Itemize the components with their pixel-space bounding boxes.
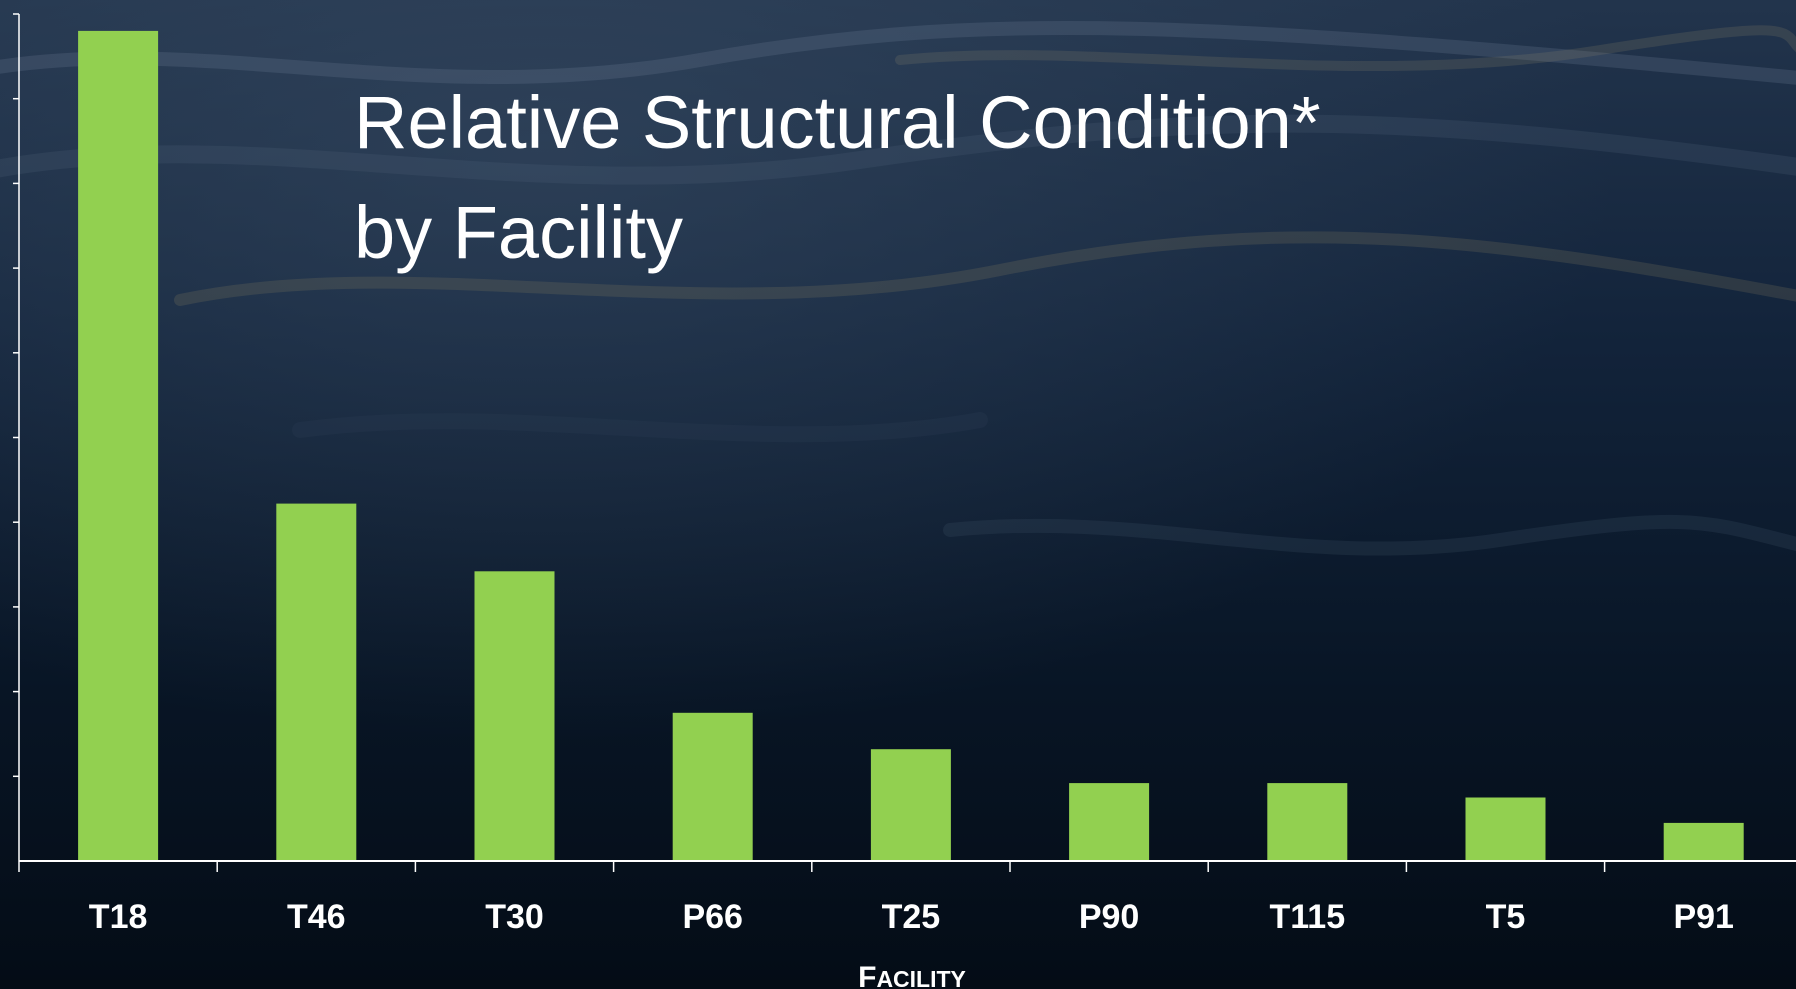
bar-t25 [870,749,951,861]
bars-group [78,30,1744,861]
bar-t5 [1465,797,1546,861]
x-tick-label-p90: P90 [1079,898,1140,936]
chart-title-line2: by Facility [354,191,683,274]
x-tick-label-t18: T18 [89,898,148,936]
bar-t46 [276,503,357,861]
bar-p66 [672,712,753,861]
bar-p90 [1069,783,1150,861]
x-axis-title: FACILITY [858,961,966,989]
bar-p91 [1663,822,1744,861]
x-tick-label-t46: T46 [287,898,346,936]
x-tick-label-p91: P91 [1673,898,1734,936]
chart-title-line1: Relative Structural Condition* [354,81,1321,164]
x-tick-label-t115: T115 [1269,898,1345,936]
tick-labels-group: T18 T46 T30 P66 T25 P90 T115 T5 P91 [89,898,1734,936]
x-tick-label-t30: T30 [485,898,544,936]
axes-group [13,13,1796,872]
x-tick-label-p66: P66 [682,898,743,936]
bar-t18 [78,30,159,861]
bar-t30 [474,571,555,861]
x-tick-label-t25: T25 [882,898,941,936]
bar-t115 [1267,783,1348,861]
x-tick-label-t5: T5 [1486,898,1526,936]
